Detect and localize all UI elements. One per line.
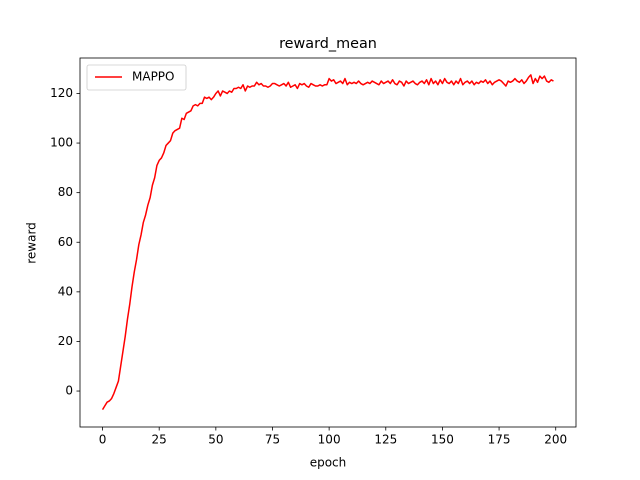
x-tick-label: 0 [99,433,107,447]
axes-frame [79,57,577,428]
x-tick-label: 25 [152,433,167,447]
y-tick-label: 100 [50,136,73,150]
y-tick-label: 120 [50,86,73,100]
x-tick-label: 200 [544,433,567,447]
chart-title: reward_mean [279,36,377,52]
x-tick-label: 75 [265,433,280,447]
x-axis-label: epoch [310,456,347,470]
x-tick-label: 50 [208,433,223,447]
y-tick-label: 40 [58,284,73,298]
y-tick-label: 20 [58,334,73,348]
legend-box [86,64,187,91]
x-tick-label: 125 [374,433,397,447]
x-tick-label: 100 [318,433,341,447]
y-axis-label: reward [25,222,39,264]
y-tick-label: 60 [58,235,73,249]
x-tick-label: 150 [431,433,454,447]
x-tick-label: 175 [488,433,511,447]
y-tick-label: 80 [58,185,73,199]
line-series [101,74,554,411]
legend-label: MAPPO [132,70,174,84]
y-tick-label: 0 [65,384,73,398]
